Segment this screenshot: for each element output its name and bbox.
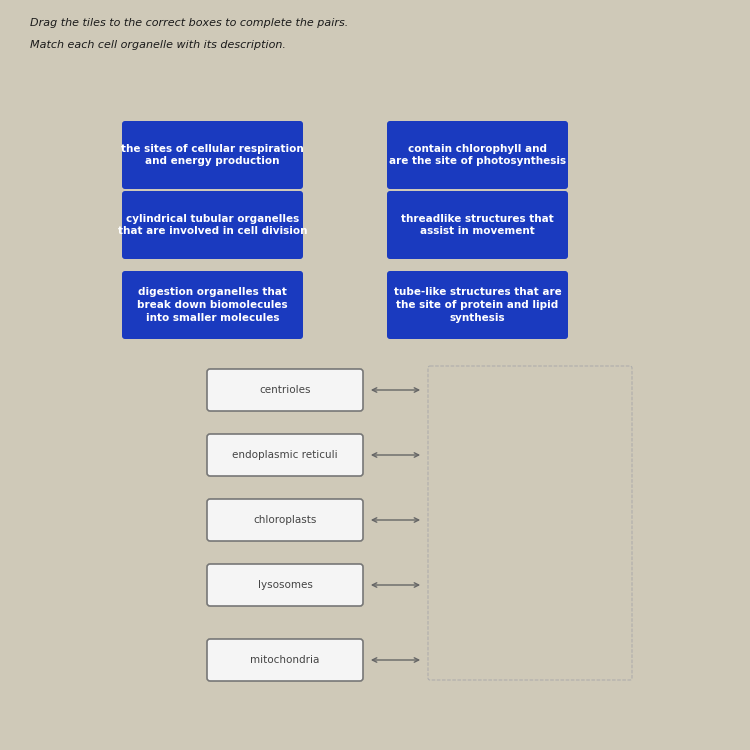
Text: Match each cell organelle with its description.: Match each cell organelle with its descr… <box>30 40 286 50</box>
FancyBboxPatch shape <box>122 191 303 259</box>
Text: Drag the tiles to the correct boxes to complete the pairs.: Drag the tiles to the correct boxes to c… <box>30 18 348 28</box>
Text: tube-like structures that are
the site of protein and lipid
synthesis: tube-like structures that are the site o… <box>394 287 561 322</box>
FancyBboxPatch shape <box>122 121 303 189</box>
Text: the sites of cellular respiration
and energy production: the sites of cellular respiration and en… <box>122 143 304 166</box>
Text: cylindrical tubular organelles
that are involved in cell division: cylindrical tubular organelles that are … <box>118 214 308 236</box>
Text: digestion organelles that
break down biomolecules
into smaller molecules: digestion organelles that break down bio… <box>137 287 288 322</box>
Text: mitochondria: mitochondria <box>251 655 320 665</box>
FancyBboxPatch shape <box>207 434 363 476</box>
FancyBboxPatch shape <box>387 191 568 259</box>
FancyBboxPatch shape <box>207 499 363 541</box>
Text: endoplasmic reticuli: endoplasmic reticuli <box>232 450 338 460</box>
FancyBboxPatch shape <box>387 271 568 339</box>
Text: lysosomes: lysosomes <box>257 580 313 590</box>
FancyBboxPatch shape <box>207 639 363 681</box>
FancyBboxPatch shape <box>387 121 568 189</box>
Text: threadlike structures that
assist in movement: threadlike structures that assist in mov… <box>401 214 554 236</box>
Text: contain chlorophyll and
are the site of photosynthesis: contain chlorophyll and are the site of … <box>389 143 566 166</box>
FancyBboxPatch shape <box>207 369 363 411</box>
FancyBboxPatch shape <box>122 271 303 339</box>
Text: centrioles: centrioles <box>260 385 310 395</box>
FancyBboxPatch shape <box>207 564 363 606</box>
Text: chloroplasts: chloroplasts <box>254 515 316 525</box>
